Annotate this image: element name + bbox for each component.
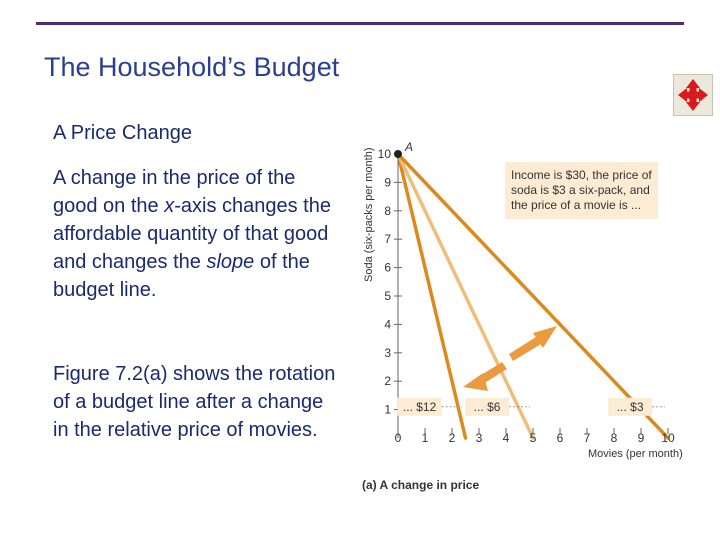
point-a-label: A: [404, 140, 413, 154]
y-tick-label: 5: [384, 289, 391, 303]
budget-line-1: [396, 152, 468, 440]
chart-caption: (a) A change in price: [362, 478, 479, 492]
rotation-arrow-right: [509, 337, 541, 361]
y-tick-label: 8: [384, 204, 391, 218]
paragraph-run: of the budget line.: [53, 251, 310, 301]
x-tick-label: 1: [422, 431, 429, 445]
y-tick-label: 1: [384, 403, 391, 417]
series-labels: ... $12 ... $6 ... $3: [397, 397, 665, 416]
title-rule: [36, 22, 684, 25]
series-label: ... $3: [617, 400, 644, 414]
x-tick-label: 3: [476, 431, 483, 445]
info-box-line: soda is $3 a six-pack, and: [511, 183, 650, 197]
rotation-arrow-left-head: [463, 373, 488, 391]
paragraph-run-italic: slope: [206, 251, 255, 273]
x-tick-label: 6: [557, 431, 564, 445]
info-box: Income is $30, the price of soda is $3 a…: [505, 162, 658, 219]
section-heading: A Price Change: [53, 122, 192, 144]
y-tick-label: 9: [384, 175, 391, 189]
x-tick-label: 0: [395, 431, 402, 445]
x-tick-label: 4: [503, 431, 510, 445]
paragraph-run-italic: x: [164, 195, 175, 217]
x-tick-label: 8: [611, 431, 618, 445]
info-box-line: Income is $30, the price of: [511, 168, 652, 182]
y-tick-label: 4: [384, 317, 391, 331]
rotation-arrows: [463, 326, 557, 391]
series-label: ... $12: [403, 400, 437, 414]
point-a-marker: [394, 150, 402, 158]
rotation-arrow-left: [478, 362, 507, 384]
y-tick-label: 3: [384, 346, 391, 360]
y-tick-label: 10: [378, 147, 392, 161]
info-box-background: [505, 162, 658, 219]
move-button[interactable]: [673, 74, 713, 116]
info-box-line: the price of a movie is ...: [511, 198, 641, 212]
paragraph-price-change: A change in the price of the good on the…: [53, 164, 338, 304]
budget-line-chart: Income is $30, the price of soda is $3 a…: [362, 140, 683, 492]
series-label-box: [608, 397, 653, 416]
x-tick-label: 10: [661, 431, 675, 445]
x-axis-title: Movies (per month): [588, 448, 683, 460]
y-tick-label: 2: [384, 374, 391, 388]
series-label-box: [465, 397, 510, 416]
y-tick-label: 7: [384, 232, 391, 246]
series-label: ... $6: [474, 400, 501, 414]
budget-lines: [396, 152, 670, 440]
paragraph-run: -axis changes the affordable quantity of…: [53, 195, 331, 273]
x-tick-label: 7: [584, 431, 591, 445]
x-tick-label: 9: [638, 431, 645, 445]
y-tick-label: 6: [384, 261, 391, 275]
x-tick-label: 5: [530, 431, 537, 445]
budget-line-3: [396, 152, 670, 440]
four-way-arrows-icon: [678, 79, 708, 111]
paragraph-run: A change in the price of the good on the: [53, 167, 296, 217]
budget-line-2: [396, 152, 535, 440]
rotation-arrow-right-head: [533, 326, 557, 348]
series-label-box: [397, 397, 442, 416]
x-tick-label: 2: [449, 431, 456, 445]
paragraph-figure-ref: Figure 7.2(a) shows the rotation of a bu…: [53, 363, 336, 441]
y-axis-title: Soda (six-packs per month): [363, 148, 375, 283]
slide-title: The Household’s Budget: [44, 52, 340, 82]
